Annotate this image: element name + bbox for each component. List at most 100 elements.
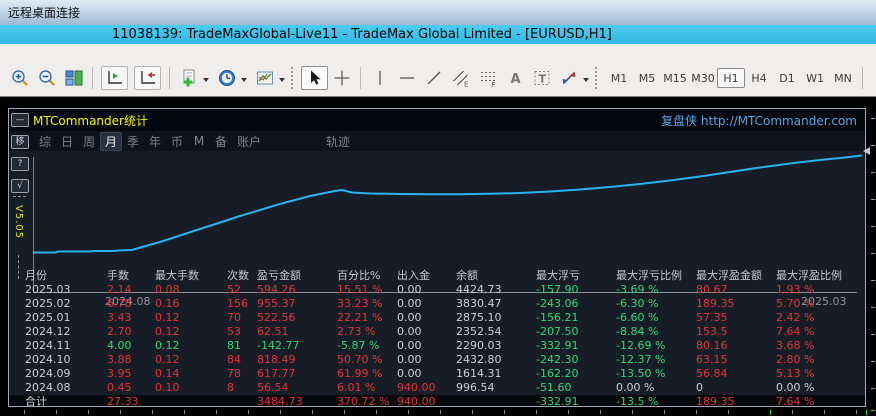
tab-month[interactable]: 月 [100, 131, 122, 151]
timeframe-m5[interactable]: M5 [638, 71, 656, 85]
tab-magic[interactable]: M [193, 134, 205, 148]
cell: 56.84 [696, 367, 728, 380]
move-button[interactable]: 移 [11, 135, 29, 149]
text-label-button[interactable]: T [528, 66, 555, 90]
scale-tick [871, 226, 875, 227]
arrows-icon [562, 71, 575, 85]
table-row[interactable]: 2025.03 2.14 0.08 52 594.26 15.51 % 0.00 4424.7… [9, 283, 865, 297]
text-button[interactable]: A [501, 66, 528, 90]
tab-day[interactable]: 日 [60, 134, 73, 149]
cell: 3.68 % [776, 339, 815, 352]
cursor-button[interactable] [301, 66, 328, 90]
auto-scroll-button[interactable] [101, 66, 128, 90]
cell: -13.5 % [616, 395, 659, 407]
column-header: 余额 [456, 269, 478, 282]
toolbar-grip[interactable] [291, 67, 296, 89]
toolbar: E F A T [0, 63, 876, 93]
timeframe-d1[interactable]: D1 [779, 71, 795, 85]
cell: 0.12 [155, 325, 180, 338]
cell: 78 [227, 367, 241, 380]
timeframe-h4[interactable]: H4 [751, 71, 767, 85]
cell: -162.20 [536, 367, 579, 380]
table-row[interactable]: 2024.08 0.45 0.10 8 56.54 6.01 % 940.00 996.54 -… [9, 381, 865, 395]
column-header: 月份 [25, 269, 47, 282]
cell: 2352.54 [456, 325, 502, 338]
new-chart-dropdown-caret[interactable] [203, 77, 209, 85]
tab-year[interactable]: 年 [148, 134, 161, 149]
table-row[interactable]: 2025.01 3.43 0.12 70 522.56 22.21 % 0.00 2875.1… [9, 311, 865, 325]
timeframe-m30[interactable]: M30 [691, 71, 715, 85]
tab-week[interactable]: 周 [82, 134, 95, 149]
cursor-icon [310, 70, 321, 85]
cell: 0.45 [107, 381, 132, 394]
table-row[interactable]: 2024.09 3.95 0.14 78 617.77 61.99 % 0.00 1614.3… [9, 367, 865, 381]
horizontal-line-button[interactable] [393, 66, 420, 90]
confirm-button[interactable]: √ [11, 179, 29, 193]
cell: 2025.02 [25, 297, 71, 310]
table-row[interactable]: 2024.12 2.70 0.12 53 62.51 2.73 % 0.00 2352.54 -… [9, 325, 865, 339]
timeframe-m1[interactable]: M1 [610, 71, 628, 85]
timeframe-h1[interactable]: H1 [717, 68, 745, 88]
indicators-button[interactable] [251, 66, 278, 90]
cell: 0.14 [155, 367, 180, 380]
total-row[interactable]: 合计 27.33 3484.73 370.72 % 940.00 -332.91 -13.5… [9, 395, 865, 407]
indicators-dropdown-caret[interactable] [279, 77, 285, 85]
cell: 0.00 [397, 297, 422, 310]
tab-currency[interactable]: 币 [170, 134, 183, 149]
panel-link[interactable]: 复盘侠 http://MTCommander.com [661, 113, 857, 128]
toolbar-grip[interactable] [595, 67, 600, 89]
table-row[interactable]: 2025.02 6.78 0.16 156 955.37 33.23 % 0.00 3830.… [9, 297, 865, 311]
cell: 189.35 [696, 297, 735, 310]
scale-tick [792, 410, 793, 414]
cell: 2.42 % [776, 311, 815, 324]
cell: 0.00 [397, 311, 422, 324]
panel-titlebar: MTCommander统计 复盘侠 http://MTCommander.com [9, 109, 865, 131]
cell: 0.12 [155, 339, 180, 352]
tab-summary[interactable]: 综 [38, 134, 51, 149]
new-chart-button[interactable] [175, 66, 202, 90]
table-row[interactable]: 2024.10 3.88 0.12 84 818.49 50.70 % 0.00 2432.8… [9, 353, 865, 367]
tile-windows-button[interactable] [60, 66, 87, 90]
tab-account[interactable]: 账户 [236, 134, 261, 149]
table-row[interactable]: 2024.11 4.00 0.12 81 -142.77 -5.87 % 0.00 2290.… [9, 339, 865, 353]
scale-tick [568, 410, 569, 414]
scale-tick [56, 410, 57, 414]
arrows-button[interactable] [555, 66, 582, 90]
tab-trajectory[interactable]: 轨迹 [325, 134, 350, 149]
zoom-out-button[interactable] [33, 66, 60, 90]
periods-button[interactable] [213, 66, 240, 90]
crosshair-button[interactable] [328, 66, 355, 90]
table-body: 2025.03 2.14 0.08 52 594.26 15.51 % 0.00 4424.7… [9, 283, 865, 407]
tab-quarter[interactable]: 季 [126, 134, 139, 149]
scale-tick-green [770, 410, 771, 415]
cell: -142.77 [257, 339, 300, 352]
timeframe-m15[interactable]: M15 [663, 71, 687, 85]
cell: -8.84 % [616, 325, 659, 338]
vertical-line-button[interactable] [366, 66, 393, 90]
scale-tick [871, 199, 875, 200]
chart-shift-button[interactable] [134, 66, 161, 90]
cell [456, 395, 536, 406]
equidistant-channel-button[interactable]: E [447, 66, 474, 90]
cell: -12.37 % [616, 353, 666, 366]
arrows-dropdown-caret[interactable] [583, 77, 589, 85]
tab-note[interactable]: 备 [214, 134, 227, 149]
timeframe-w1[interactable]: W1 [806, 71, 824, 85]
minimize-button[interactable]: — [11, 113, 29, 127]
cell: 70 [227, 311, 241, 324]
scale-tick [871, 145, 875, 146]
periods-dropdown-caret[interactable] [241, 77, 247, 85]
cell: 522.56 [257, 311, 296, 324]
balance-chart: 2024.08 2025.03 [9, 151, 865, 308]
trendline-button[interactable] [420, 66, 447, 90]
horizontal-line-icon [399, 77, 414, 79]
cell: 594.26 [257, 283, 296, 296]
help-button[interactable]: ? [11, 157, 29, 171]
cell: 955.37 [257, 297, 296, 310]
timeframe-toolbar: M1 M5 M15 M30 H1 H4 D1 W1 MN [605, 68, 857, 88]
scale-tick-green [866, 410, 867, 415]
zoom-in-button[interactable] [6, 66, 33, 90]
fibonacci-button[interactable]: F [474, 66, 501, 90]
svg-text:E: E [464, 81, 468, 89]
timeframe-mn[interactable]: MN [834, 71, 852, 85]
